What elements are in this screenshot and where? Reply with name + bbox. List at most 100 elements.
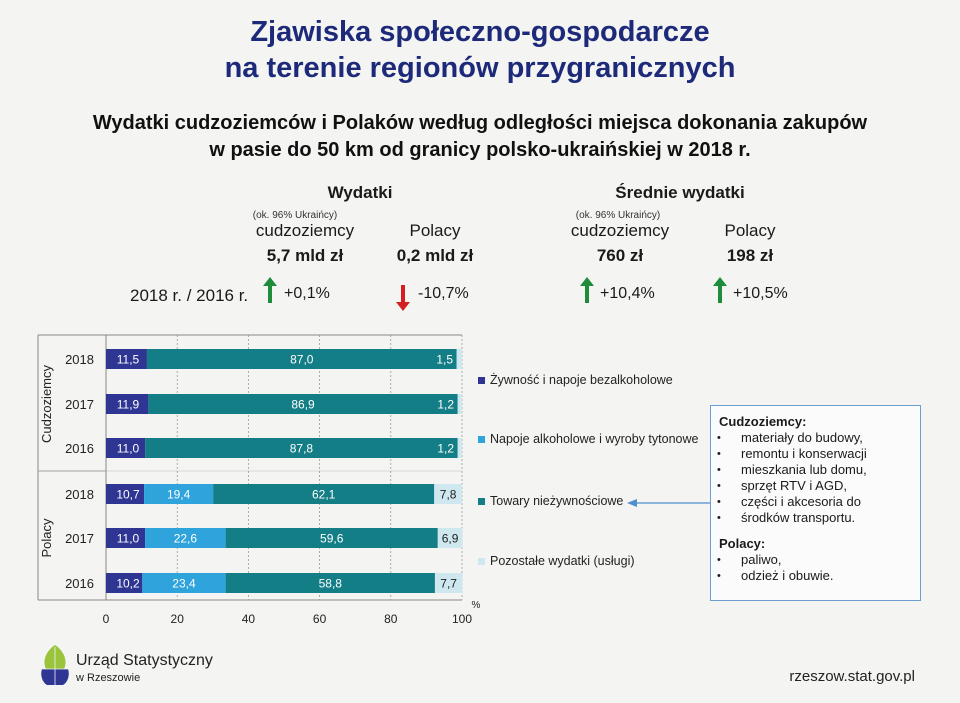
arrow-up-icon (263, 277, 277, 303)
bar-segment (457, 394, 462, 414)
legend-label: Żywność i napoje bezalkoholowe (490, 373, 673, 387)
bar-value-label: 11,0 (117, 532, 140, 546)
bar-value-label: 1,5 (436, 353, 453, 367)
avg-spending-poles-value: 198 zł (726, 246, 774, 265)
legend-label: Towary nieżywnościowe (490, 494, 623, 508)
bar-segment (225, 528, 438, 548)
page-title-line2: na terenie regionów przygranicznych (224, 52, 736, 84)
bar-segment (213, 484, 435, 504)
bar-value-label: 23,4 (172, 577, 196, 591)
bar-value-label: 11,9 (117, 398, 140, 412)
spending-foreigners-note: (ok. 96% Ukraińcy) (252, 210, 338, 221)
avg-spending-heading: Średnie wydatki (615, 183, 745, 202)
bar-segment (106, 484, 145, 504)
bar-segment (106, 438, 146, 458)
bar-segment (148, 394, 458, 414)
arrow-down-icon (396, 285, 410, 311)
footer-url[interactable]: rzeszow.stat.gov.pl (789, 668, 915, 685)
info-poles-item: paliwo, (717, 552, 912, 568)
x-tick-label: 20 (171, 612, 185, 626)
x-tick-label: 40 (242, 612, 256, 626)
page-title-line1: Zjawiska społeczno-gospodarcze (250, 16, 710, 48)
bar-segment (106, 349, 147, 369)
legend-swatch (478, 377, 485, 384)
avg-spending-foreigners-note: (ok. 96% Ukraińcy) (575, 210, 661, 221)
bar-segment (144, 484, 214, 504)
pointer-arrow-icon (627, 499, 637, 507)
bar-segment (142, 573, 226, 593)
avg-spending-foreigners-label: cudzoziemcy (570, 221, 670, 240)
bar-value-label: 6,9 (442, 532, 459, 546)
bar-segment (434, 573, 463, 593)
info-foreigners-item: remontu i konserwacji (717, 446, 912, 462)
bar-value-label: 19,4 (167, 488, 191, 502)
bar-segment (145, 528, 226, 548)
spending-foreigners-change: +0,1% (284, 285, 330, 302)
y-category-label: 2016 (65, 441, 94, 456)
spending-poles-value: 0,2 mld zł (396, 246, 474, 265)
legend-label: Napoje alkoholowe i wyroby tytonowe (490, 432, 698, 446)
y-category-label: 2017 (65, 531, 94, 546)
bar-segment (225, 573, 435, 593)
stacked-bar-chart: 0 20 40 60 80 100% Cudzoziemcy Polacy 2018 11,5 87… (37, 334, 710, 626)
legend-swatch (478, 436, 485, 443)
bar-value-label: 59,6 (320, 532, 344, 546)
arrow-up-icon (580, 277, 594, 303)
bar-value-label: 11,0 (117, 442, 140, 456)
info-poles-item: odzież i obuwie. (717, 568, 912, 584)
bar-value-label: 7,8 (440, 488, 457, 502)
logo-text: Urząd Statystyczny (76, 652, 213, 669)
bar-value-label: 87,8 (290, 442, 314, 456)
avg-spending-poles-label: Polacy (724, 221, 776, 240)
bar-value-label: 10,7 (116, 488, 140, 502)
x-tick-label: 100 (452, 612, 472, 626)
bar-value-label: 7,7 (440, 577, 457, 591)
bar-value-label: 11,5 (117, 353, 140, 367)
bar-segment (106, 573, 143, 593)
legend-swatch (478, 558, 485, 565)
bar-segment (145, 438, 458, 458)
bar-segment (456, 349, 462, 369)
info-foreigners-item: materiały do budowy, (717, 430, 912, 446)
logo-icon (41, 645, 69, 685)
info-poles-heading: Polacy: (719, 536, 766, 551)
legend-swatch (478, 498, 485, 505)
bar-value-label: 87,0 (290, 353, 314, 367)
avg-spending-poles-change: +10,5% (733, 285, 788, 302)
spending-poles-change: -10,7% (418, 285, 469, 302)
bar-segment (434, 484, 462, 504)
comparison-label: 2018 r. / 2016 r. (130, 286, 249, 305)
logo-subtext: w Rzeszowie (76, 672, 141, 684)
y-category-label: 2018 (65, 352, 94, 367)
bar-value-label: 1,2 (437, 398, 454, 412)
info-foreigners-item: sprzęt RTV i AGD, (717, 478, 912, 494)
x-tick-label: 60 (313, 612, 327, 626)
bar-value-label: 62,1 (312, 488, 336, 502)
x-tick-label: 0 (103, 612, 110, 626)
avg-spending-foreigners-change: +10,4% (600, 285, 655, 302)
bar-value-label: 86,9 (291, 398, 315, 412)
group-label: Cudzoziemcy (39, 364, 54, 443)
info-foreigners-item: mieszkania lub domu, (717, 462, 912, 478)
y-category-label: 2016 (65, 576, 94, 591)
bar-segment (437, 528, 463, 548)
spending-heading: Wydatki (327, 183, 393, 202)
info-foreigners-item: części i akcesoria do (717, 494, 912, 510)
avg-spending-foreigners-value: 760 zł (596, 246, 644, 265)
y-category-label: 2017 (65, 397, 94, 412)
chart-subtitle-line1: Wydatki cudzoziemców i Polaków według od… (92, 112, 868, 134)
info-box: Cudzoziemcy: materiały do budowy,remontu… (710, 405, 921, 601)
bar-value-label: 22,6 (174, 532, 198, 546)
bar-value-label: 10,2 (116, 577, 140, 591)
spending-foreigners-value: 5,7 mld zł (266, 246, 344, 265)
bar-segment (106, 394, 149, 414)
arrow-up-icon (713, 277, 727, 303)
bar-value-label: 1,2 (437, 442, 454, 456)
chart-subtitle-line2: w pasie do 50 km od granicy polsko-ukrai… (209, 139, 751, 161)
x-tick-label: 80 (384, 612, 398, 626)
x-axis-unit: % (472, 600, 481, 611)
spending-foreigners-label: cudzoziemcy (255, 221, 355, 240)
info-foreigners-heading: Cudzoziemcy: (719, 414, 807, 429)
bar-segment (106, 528, 146, 548)
y-category-label: 2018 (65, 487, 94, 502)
